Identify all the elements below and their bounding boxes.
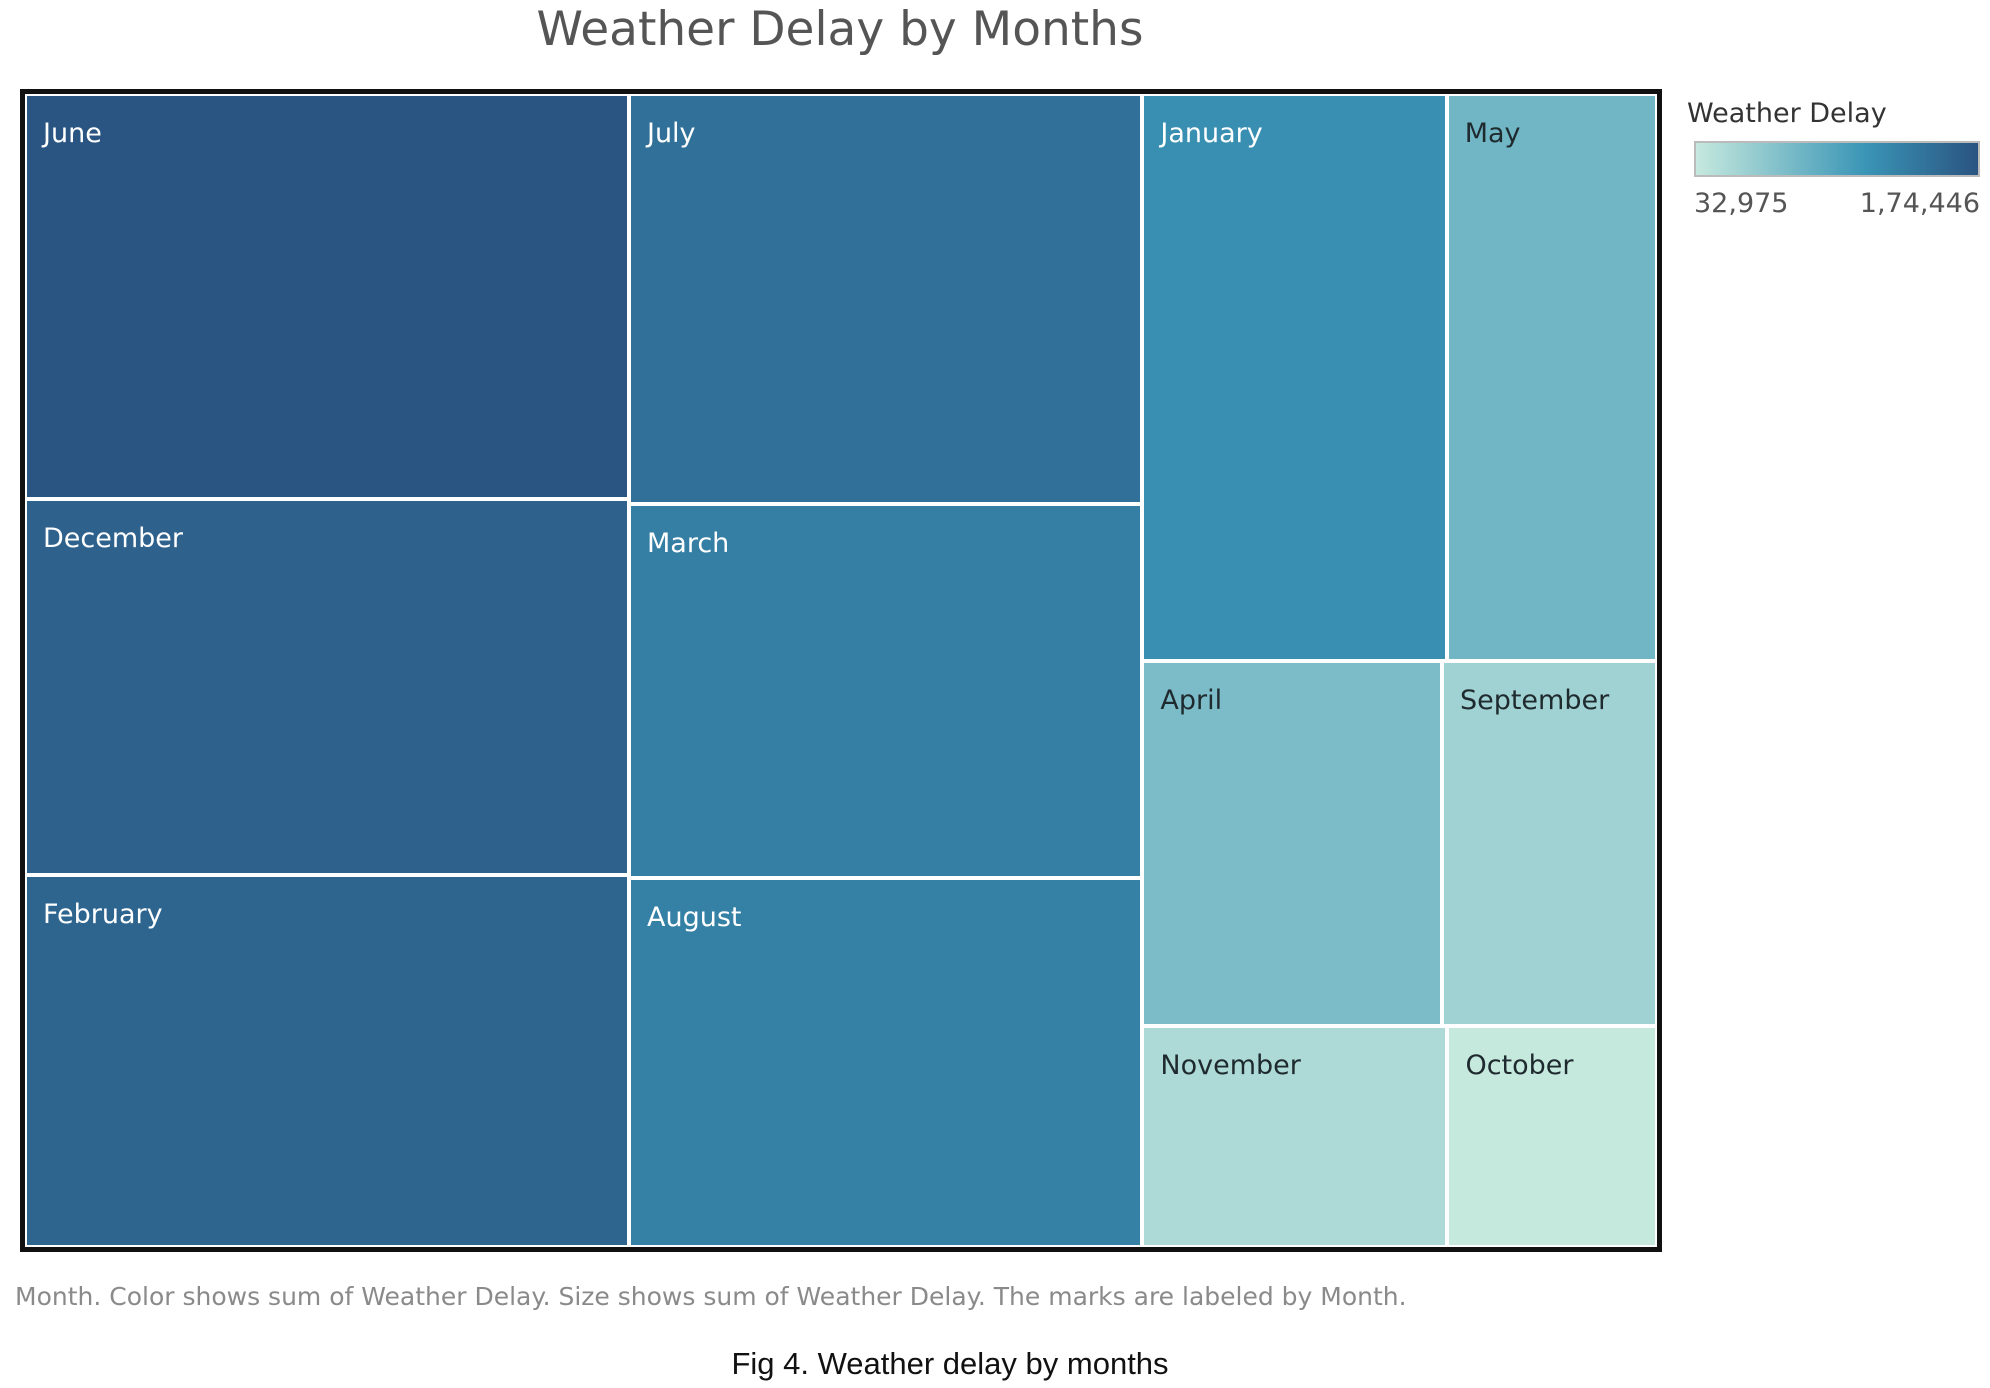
chart-caption: Month. Color shows sum of Weather Delay.… bbox=[15, 1282, 1407, 1311]
treemap-cell-june: June bbox=[25, 94, 629, 500]
treemap-area: June December February July March August Janua… bbox=[20, 89, 1662, 1252]
legend-min-label: 32,975 bbox=[1694, 188, 1789, 219]
treemap-cell-march: March bbox=[628, 503, 1143, 879]
treemap-cell-november: November bbox=[1142, 1026, 1448, 1247]
treemap-cell-april: April bbox=[1142, 660, 1442, 1027]
treemap-label-october: October bbox=[1465, 1050, 1574, 1082]
treemap-label-august: August bbox=[646, 902, 742, 934]
treemap-cell-august: August bbox=[628, 878, 1143, 1247]
treemap-label-september: September bbox=[1459, 684, 1610, 716]
treemap-cell-october: October bbox=[1447, 1026, 1657, 1247]
treemap-cell-december: December bbox=[25, 499, 629, 876]
treemap-cell-january: January bbox=[1142, 94, 1447, 661]
treemap-label-may: May bbox=[1464, 118, 1521, 149]
treemap-cell-may: May bbox=[1446, 94, 1657, 661]
treemap-cell-february: February bbox=[25, 875, 629, 1247]
treemap-label-march: March bbox=[646, 527, 730, 559]
chart-title: Weather Delay by Months bbox=[536, 2, 1144, 57]
treemap-label-july: July bbox=[646, 118, 696, 149]
legend-max-label: 1,74,446 bbox=[1859, 188, 1980, 219]
treemap-label-december: December bbox=[43, 523, 184, 555]
legend-title: Weather Delay bbox=[1687, 98, 1887, 129]
treemap-label-april: April bbox=[1160, 684, 1223, 716]
treemap-label-february: February bbox=[43, 899, 163, 931]
treemap-label-november: November bbox=[1160, 1050, 1301, 1082]
treemap-cell-july: July bbox=[628, 94, 1143, 504]
figure-caption: Fig 4. Weather delay by months bbox=[731, 1346, 1169, 1381]
treemap-label-january: January bbox=[1160, 118, 1263, 149]
treemap-cell-september: September bbox=[1441, 660, 1657, 1027]
legend-color-ramp bbox=[1694, 141, 1980, 177]
treemap-label-june: June bbox=[43, 118, 102, 149]
